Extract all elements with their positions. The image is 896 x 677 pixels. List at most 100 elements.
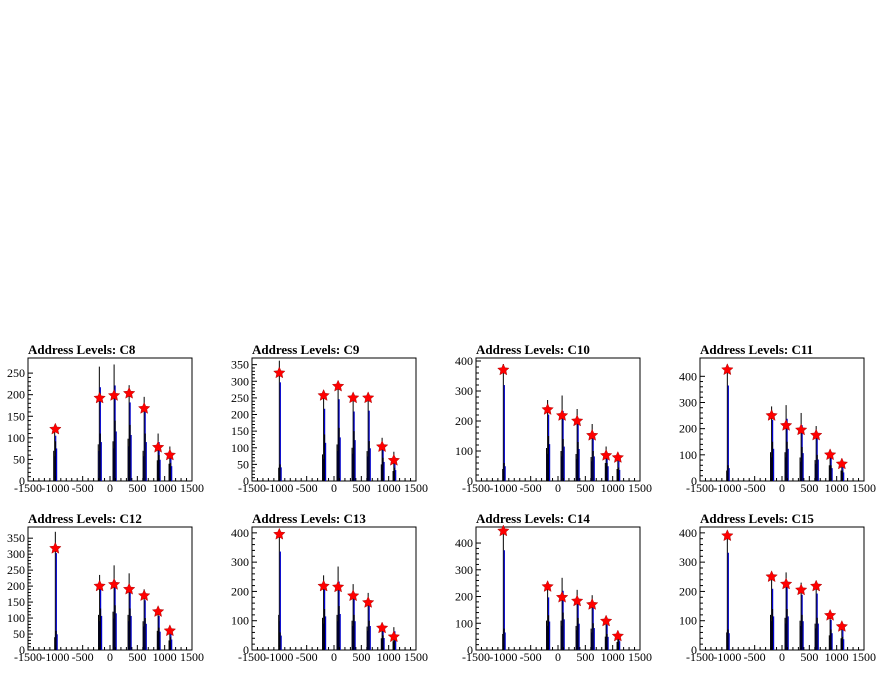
y-tick-label: 250 [7, 563, 25, 577]
star-marker-icon [273, 366, 286, 379]
star-marker-icon [49, 422, 62, 435]
star-marker-icon [497, 363, 510, 376]
x-tick-label: -500 [520, 650, 542, 664]
star-marker-icon [122, 582, 136, 595]
star-marker-icon [137, 401, 151, 414]
x-tick-label: 1500 [628, 650, 652, 664]
star-marker-icon [163, 448, 177, 461]
star-marker-icon [611, 629, 625, 642]
y-tick-label: 0 [243, 643, 249, 657]
star-marker-icon [497, 524, 510, 537]
x-tick-label: 1500 [404, 481, 428, 495]
plot-frame [27, 357, 193, 482]
star-marker-icon [555, 409, 569, 421]
star-marker-icon [721, 363, 734, 376]
star-marker-icon [361, 596, 375, 608]
x-tick-label: -1000 [489, 481, 517, 495]
star-marker-icon [570, 594, 584, 607]
star-marker-icon [611, 451, 625, 463]
y-tick-label: 100 [231, 441, 249, 455]
x-tick-label: -1500 [462, 481, 490, 495]
y-tick-label: 150 [7, 595, 25, 609]
x-tick-label: -500 [296, 650, 318, 664]
x-tick-label: -500 [744, 481, 766, 495]
star-marker-icon [387, 630, 401, 643]
x-tick-label: -1500 [14, 481, 42, 495]
star-marker-icon [765, 570, 778, 583]
y-tick-label: 0 [19, 474, 25, 488]
star-marker-icon [599, 614, 613, 627]
y-tick-label: 50 [13, 452, 25, 466]
x-tick-label: -1500 [686, 650, 714, 664]
star-marker-icon [273, 527, 286, 540]
y-tick-label: 0 [467, 643, 473, 657]
x-tick-label: -1500 [462, 650, 490, 664]
chart-panel-1: Address Levels: C8 0 50 100 150 200 250 -1500 -1… [7, 342, 204, 495]
star-marker-icon [346, 391, 360, 404]
star-marker-icon [809, 579, 823, 592]
x-tick-label: 500 [128, 650, 146, 664]
star-marker-icon [765, 409, 778, 421]
star-marker-icon [823, 448, 837, 461]
y-tick-label: 150 [7, 409, 25, 423]
y-tick-label: 400 [679, 526, 697, 540]
star-marker-icon [794, 583, 808, 596]
star-marker-icon [163, 624, 177, 637]
star-marker-icon [361, 391, 375, 404]
x-tick-label: -1000 [41, 481, 69, 495]
star-marker-icon [151, 605, 165, 617]
y-tick-label: 300 [455, 384, 473, 398]
plot-frame [251, 526, 417, 651]
y-tick-label: 300 [231, 374, 249, 388]
x-tick-label: -500 [744, 650, 766, 664]
star-marker-icon [137, 589, 151, 601]
star-marker-icon [823, 608, 837, 621]
star-marker-icon [570, 414, 584, 427]
x-tick-label: 0 [331, 650, 337, 664]
chart-panel-4: Address Levels: C11 0 100 200 300 400 -1500 -10… [679, 342, 876, 495]
x-tick-label: -500 [296, 481, 318, 495]
y-tick-label: 0 [691, 474, 697, 488]
y-tick-label: 0 [691, 643, 697, 657]
chart-title: Address Levels: C10 [476, 342, 590, 357]
star-marker-icon [122, 386, 136, 399]
y-tick-label: 300 [455, 563, 473, 577]
star-marker-icon [151, 440, 165, 453]
y-tick-label: 300 [679, 555, 697, 569]
y-tick-label: 200 [231, 408, 249, 422]
x-tick-label: 0 [555, 650, 561, 664]
chart-title: Address Levels: C8 [28, 342, 136, 357]
star-marker-icon [555, 590, 569, 603]
x-tick-label: -1000 [489, 650, 517, 664]
y-tick-label: 250 [231, 391, 249, 405]
star-marker-icon [375, 621, 389, 634]
x-tick-label: 1000 [601, 650, 625, 664]
x-tick-label: -500 [520, 481, 542, 495]
x-tick-label: -1000 [265, 650, 293, 664]
x-tick-label: 500 [128, 481, 146, 495]
star-marker-icon [49, 541, 62, 554]
y-tick-label: 300 [231, 555, 249, 569]
y-tick-label: 400 [231, 526, 249, 540]
y-tick-label: 350 [231, 358, 249, 372]
x-tick-label: -1000 [713, 650, 741, 664]
y-tick-label: 100 [679, 614, 697, 628]
star-marker-icon [107, 578, 121, 590]
plot-frame [475, 526, 641, 651]
star-marker-icon [779, 419, 793, 431]
x-tick-label: 1500 [180, 481, 204, 495]
y-tick-label: 50 [237, 457, 249, 471]
chart-title: Address Levels: C9 [252, 342, 360, 357]
chart-panel-6: Address Levels: C13 0 100 200 300 400 -1500 -10… [231, 511, 428, 664]
star-marker-icon [375, 440, 389, 453]
x-tick-label: -1000 [265, 481, 293, 495]
star-marker-icon [585, 598, 599, 610]
x-tick-label: 1500 [180, 650, 204, 664]
star-marker-icon [317, 579, 330, 592]
y-tick-label: 300 [7, 547, 25, 561]
y-tick-label: 150 [231, 424, 249, 438]
y-tick-label: 400 [455, 354, 473, 368]
star-marker-icon [541, 403, 554, 415]
